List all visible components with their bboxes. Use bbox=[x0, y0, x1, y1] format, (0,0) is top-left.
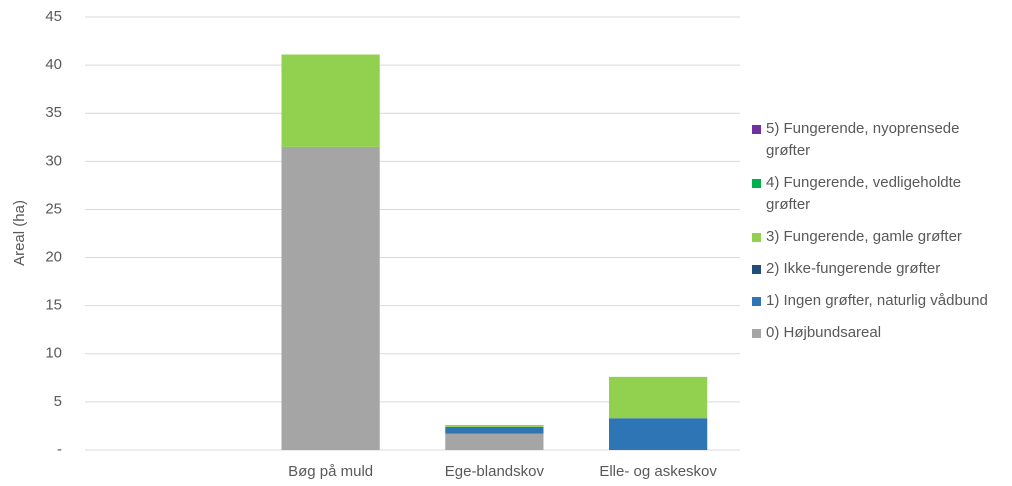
y-axis-label: Areal (ha) bbox=[11, 200, 28, 266]
bar-segment bbox=[281, 146, 380, 450]
y-tick-label: 20 bbox=[45, 249, 62, 266]
legend-item: 2) Ikke-fungerende grøfter bbox=[752, 258, 997, 280]
bar-segment bbox=[445, 426, 544, 434]
legend-label: 1) Ingen grøfter, naturlig vådbund bbox=[766, 292, 988, 309]
legend: 5) Fungerende, nyoprensede grøfter 4) Fun… bbox=[752, 118, 997, 354]
legend-label: 0) Højbundsareal bbox=[766, 324, 882, 341]
y-tick-label: 15 bbox=[45, 297, 62, 314]
legend-label: 3) Fungerende, gamle grøfter bbox=[766, 228, 962, 245]
legend-swatch bbox=[752, 179, 761, 188]
legend-item: 4) Fungerende, vedligeholdte grøfter bbox=[752, 172, 997, 216]
legend-swatch bbox=[752, 329, 761, 338]
legend-swatch bbox=[752, 233, 761, 242]
bar-segment bbox=[609, 376, 708, 419]
y-tick-label: 45 bbox=[45, 8, 62, 25]
x-tick-label: Bøg på muld bbox=[288, 463, 373, 480]
y-tick-label: 25 bbox=[45, 200, 62, 217]
bar-segment bbox=[281, 54, 380, 147]
y-tick-label: 5 bbox=[54, 393, 62, 410]
legend-label: 4) Fungerende, vedligeholdte grøfter bbox=[766, 174, 962, 213]
y-tick-label: 40 bbox=[45, 56, 62, 73]
bar-segment bbox=[445, 424, 544, 427]
y-tick-label: 35 bbox=[45, 104, 62, 121]
legend-swatch bbox=[752, 265, 761, 274]
x-tick-label: Elle- og askeskov bbox=[599, 463, 717, 480]
y-tick-label: 30 bbox=[45, 152, 62, 169]
legend-label: 2) Ikke-fungerende grøfter bbox=[766, 260, 941, 277]
legend-swatch bbox=[752, 125, 761, 134]
y-tick-label: 10 bbox=[45, 345, 62, 362]
bar-segment bbox=[609, 418, 708, 450]
legend-item: 1) Ingen grøfter, naturlig vådbund bbox=[752, 290, 997, 312]
legend-item: 3) Fungerende, gamle grøfter bbox=[752, 226, 997, 248]
bar-segment bbox=[445, 433, 544, 450]
legend-swatch bbox=[752, 297, 761, 306]
x-tick-label: Ege-blandskov bbox=[445, 463, 545, 480]
y-tick-label: - bbox=[57, 441, 62, 458]
legend-item: 0) Højbundsareal bbox=[752, 322, 997, 344]
legend-item: 5) Fungerende, nyoprensede grøfter bbox=[752, 118, 997, 162]
legend-label: 5) Fungerende, nyoprensede grøfter bbox=[766, 120, 960, 159]
